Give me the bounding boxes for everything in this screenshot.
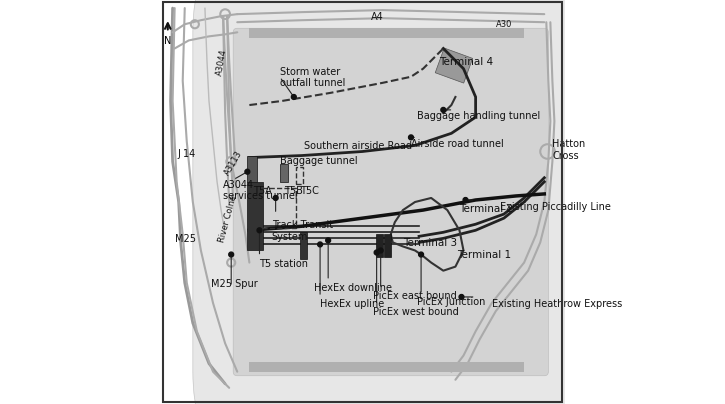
Bar [280, 164, 288, 182]
Text: A3044
services tunnel: A3044 services tunnel [223, 180, 298, 201]
Text: J 14: J 14 [178, 149, 196, 160]
Text: T5C: T5C [300, 186, 319, 196]
Bar [249, 362, 524, 372]
Text: M25 Spur: M25 Spur [211, 279, 258, 289]
FancyBboxPatch shape [233, 28, 548, 376]
Text: M25: M25 [175, 234, 196, 244]
Text: PicEx Junction: PicEx Junction [417, 297, 486, 307]
Text: Terminal 2: Terminal 2 [460, 204, 513, 214]
Circle shape [273, 196, 278, 200]
Circle shape [378, 248, 383, 253]
Text: Terminal 4: Terminal 4 [439, 57, 494, 67]
Circle shape [326, 238, 331, 243]
Text: Storm water
outfall tunnel: Storm water outfall tunnel [280, 67, 345, 88]
Text: HexEx downline: HexEx downline [314, 283, 392, 293]
Text: T5A: T5A [254, 186, 272, 196]
Text: Hatton
Cross: Hatton Cross [552, 139, 586, 161]
Circle shape [459, 295, 464, 299]
Text: A3113: A3113 [223, 149, 244, 177]
Text: A4: A4 [370, 12, 384, 22]
Text: T5 station: T5 station [260, 259, 308, 269]
Circle shape [291, 95, 297, 99]
Text: HexEx upline: HexEx upline [320, 299, 384, 309]
Circle shape [229, 252, 233, 257]
Bar [296, 167, 303, 184]
Text: PicEx east bound: PicEx east bound [373, 291, 456, 301]
Text: Baggage handling tunnel: Baggage handling tunnel [417, 111, 540, 121]
Text: Track Transit
System: Track Transit System [272, 220, 333, 242]
Circle shape [418, 252, 423, 257]
Text: A3044: A3044 [215, 48, 228, 76]
Bar [247, 182, 262, 250]
Circle shape [318, 242, 323, 247]
Text: Baggage tunnel: Baggage tunnel [280, 156, 357, 166]
Bar [435, 48, 473, 83]
Circle shape [409, 135, 413, 140]
Bar [384, 234, 392, 257]
Bar [247, 156, 257, 182]
Circle shape [245, 169, 250, 174]
Bar [300, 232, 307, 259]
Bar [262, 188, 296, 228]
Circle shape [257, 228, 262, 233]
Text: River Colne: River Colne [217, 194, 239, 243]
Text: PicEx west bound: PicEx west bound [373, 307, 458, 317]
Bar [376, 234, 383, 257]
Text: Terminal 3: Terminal 3 [403, 238, 457, 248]
Text: Terminal 1: Terminal 1 [457, 250, 512, 261]
Text: Existing Piccadilly Line: Existing Piccadilly Line [500, 202, 610, 212]
Text: Existing Heathrow Express: Existing Heathrow Express [492, 299, 622, 309]
Text: A30: A30 [496, 20, 512, 29]
Text: Southern airside Road: Southern airside Road [304, 141, 412, 152]
Text: Airside road tunnel: Airside road tunnel [411, 139, 504, 149]
Circle shape [463, 198, 468, 202]
Circle shape [374, 250, 379, 255]
Text: T5B: T5B [283, 186, 302, 196]
Text: N: N [164, 36, 171, 46]
Bar [249, 28, 524, 38]
Circle shape [441, 107, 446, 112]
FancyBboxPatch shape [193, 0, 625, 404]
